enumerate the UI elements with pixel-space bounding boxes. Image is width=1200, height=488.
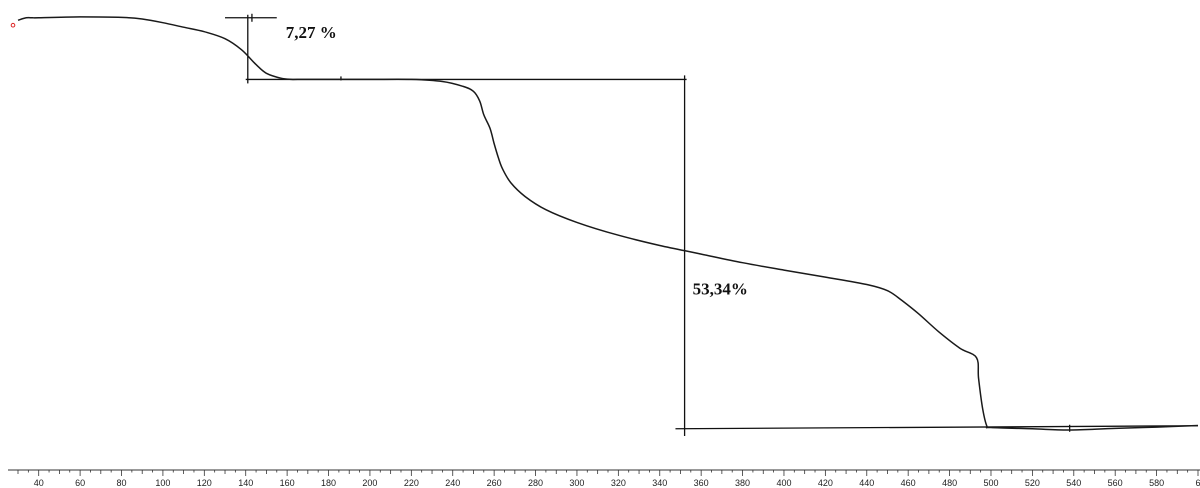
tick-label: 540	[1066, 478, 1081, 488]
tick-label: 200	[362, 478, 377, 488]
curve-layer	[17, 16, 1199, 431]
tick-label: 360	[694, 478, 709, 488]
mass-loss-label-1: 7,27 %	[286, 23, 337, 42]
tick-label: 320	[611, 478, 626, 488]
tick-label: 160	[280, 478, 295, 488]
annotations-layer	[10, 13, 1199, 436]
tick-label: 560	[1108, 478, 1123, 488]
tick-label: 340	[652, 478, 667, 488]
tick-label: 420	[818, 478, 833, 488]
tick-label: 300	[569, 478, 584, 488]
start-marker	[10, 22, 16, 28]
tick-label: 240	[445, 478, 460, 488]
tick-label: 6	[1195, 478, 1200, 488]
tick-label: 120	[197, 478, 212, 488]
tick-label: 440	[859, 478, 874, 488]
tick-label: 100	[155, 478, 170, 488]
tick-label: 40	[34, 478, 44, 488]
tick-label: 500	[983, 478, 998, 488]
tick-label: 480	[942, 478, 957, 488]
tick-label: 580	[1149, 478, 1164, 488]
tick-label: 140	[238, 478, 253, 488]
tick-label: 400	[776, 478, 791, 488]
tick-label: 260	[487, 478, 502, 488]
mass-loss-label-2: 53,34%	[693, 280, 748, 299]
tick-label: 60	[75, 478, 85, 488]
tick-label: 220	[404, 478, 419, 488]
tick-label: 460	[901, 478, 916, 488]
x-axis: 40 60 80 100 120 140 160 180 200 220 240 260 280 300 3…	[8, 469, 1200, 488]
tick-label: 380	[735, 478, 750, 488]
tick-label: 80	[117, 478, 127, 488]
tick-label: 180	[321, 478, 336, 488]
tick-label: 520	[1025, 478, 1040, 488]
tick-label: 280	[528, 478, 543, 488]
tga-curve-0	[17, 16, 1199, 431]
step2-bottom-line	[675, 425, 1199, 430]
